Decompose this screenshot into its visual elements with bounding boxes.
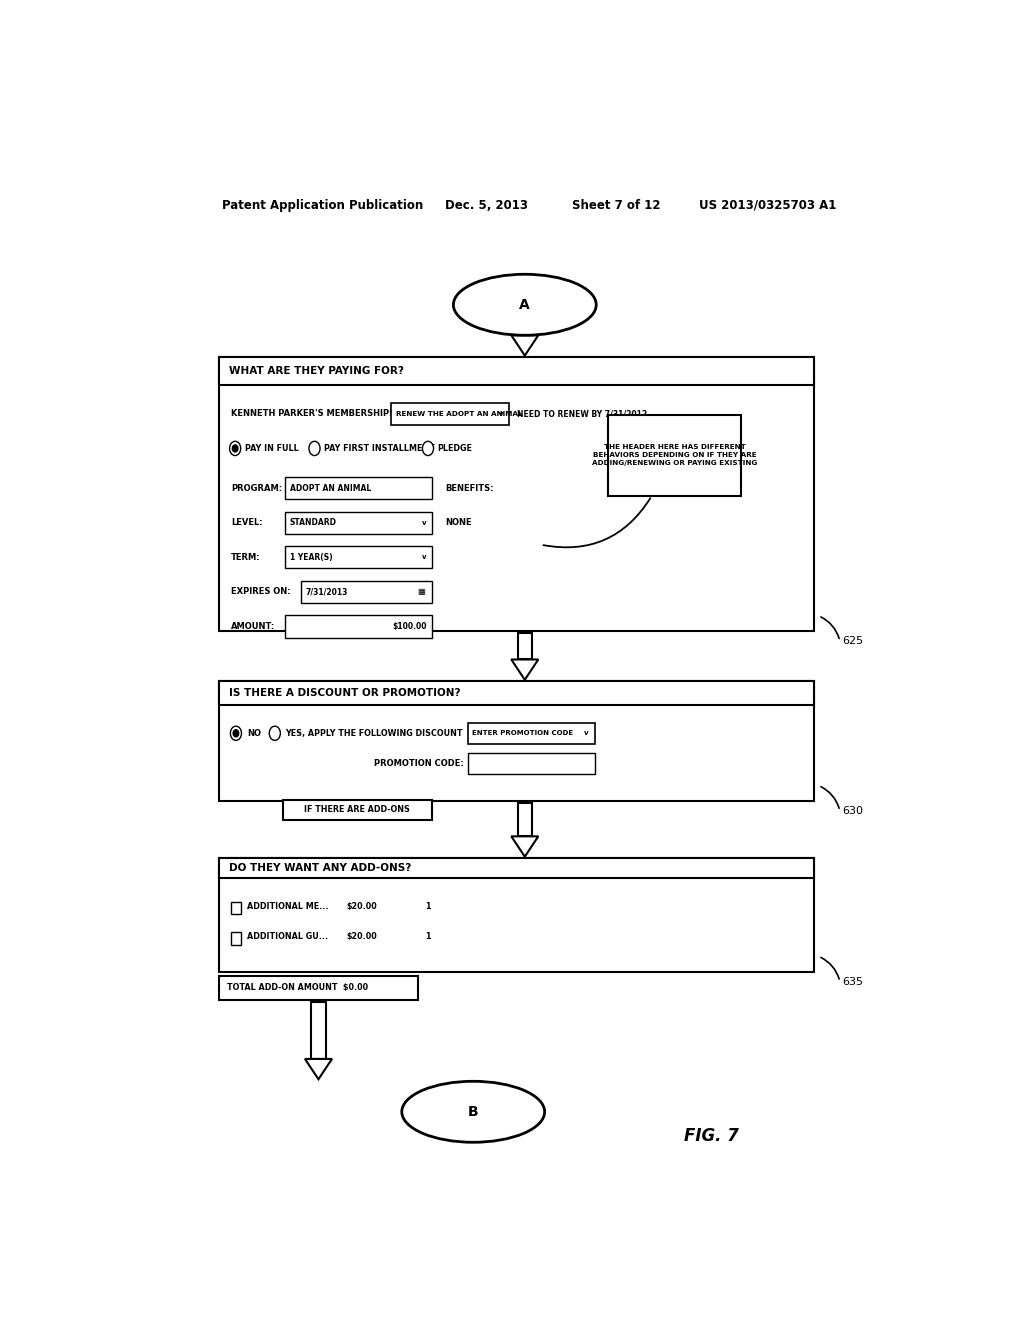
Circle shape	[230, 726, 242, 741]
Text: THE HEADER HERE HAS DIFFERENT
BEHAVIORS DEPENDING ON IF THEY ARE
ADDING/RENEWING: THE HEADER HERE HAS DIFFERENT BEHAVIORS …	[592, 445, 758, 466]
Text: NO: NO	[247, 729, 261, 738]
Bar	[391, 403, 509, 425]
Bar	[283, 800, 432, 820]
Text: $100.00: $100.00	[392, 622, 427, 631]
Text: B: B	[468, 1105, 478, 1119]
Text: $20.00: $20.00	[346, 902, 377, 911]
Text: PLEDGE: PLEDGE	[437, 444, 472, 453]
Text: EXPIRES ON:: EXPIRES ON:	[231, 587, 291, 597]
Polygon shape	[305, 1059, 332, 1080]
Bar	[285, 615, 432, 638]
Circle shape	[233, 730, 239, 737]
Bar	[311, 1002, 326, 1059]
Bar	[219, 681, 814, 705]
Ellipse shape	[401, 1081, 545, 1142]
Bar	[518, 803, 531, 837]
Text: 625: 625	[842, 636, 863, 647]
Bar	[285, 477, 432, 499]
Text: 1 YEAR(S): 1 YEAR(S)	[290, 553, 333, 562]
Text: ▦: ▦	[417, 587, 425, 597]
Circle shape	[309, 441, 321, 455]
Text: ADDITIONAL GU...: ADDITIONAL GU...	[247, 932, 328, 941]
Bar	[219, 356, 814, 631]
Text: PAY IN FULL: PAY IN FULL	[245, 444, 298, 453]
Text: v: v	[499, 411, 504, 417]
Bar	[285, 546, 432, 569]
Text: 1: 1	[426, 902, 431, 911]
Circle shape	[232, 445, 238, 451]
Text: Patent Application Publication: Patent Application Publication	[221, 198, 423, 211]
Bar	[219, 858, 814, 878]
Bar	[608, 414, 741, 496]
Bar	[219, 681, 814, 801]
Text: v: v	[585, 730, 589, 737]
Bar	[219, 975, 418, 1001]
Text: ADDITIONAL ME...: ADDITIONAL ME...	[247, 902, 329, 911]
Text: $20.00: $20.00	[346, 932, 377, 941]
Circle shape	[423, 441, 433, 455]
Bar	[231, 932, 241, 945]
Text: DO THEY WANT ANY ADD-ONS?: DO THEY WANT ANY ADD-ONS?	[228, 863, 411, 873]
Text: NONE: NONE	[445, 519, 472, 527]
Text: ADOPT AN ANIMAL: ADOPT AN ANIMAL	[290, 483, 371, 492]
Circle shape	[229, 441, 241, 455]
Text: 635: 635	[842, 977, 863, 986]
Text: AMOUNT:: AMOUNT:	[231, 622, 275, 631]
Ellipse shape	[454, 275, 596, 335]
Polygon shape	[511, 335, 539, 355]
Text: ENTER PROMOTION CODE: ENTER PROMOTION CODE	[472, 730, 573, 737]
Bar	[301, 581, 432, 603]
Polygon shape	[511, 660, 539, 680]
Text: STANDARD: STANDARD	[290, 519, 337, 527]
Text: 1: 1	[426, 932, 431, 941]
Text: LEVEL:: LEVEL:	[231, 519, 263, 527]
Text: 7/31/2013: 7/31/2013	[306, 587, 348, 597]
Text: TERM:: TERM:	[231, 553, 261, 562]
Text: PAY FIRST INSTALLMENT: PAY FIRST INSTALLMENT	[324, 444, 435, 453]
Text: BENEFITS:: BENEFITS:	[445, 483, 494, 492]
Bar	[468, 722, 595, 744]
Bar	[219, 858, 814, 972]
Text: NEED TO RENEW BY 7/31/2012: NEED TO RENEW BY 7/31/2012	[517, 409, 647, 418]
Bar	[518, 634, 531, 660]
Text: US 2013/0325703 A1: US 2013/0325703 A1	[699, 198, 837, 211]
Polygon shape	[511, 837, 539, 857]
Text: RENEW THE ADOPT AN ANIMAL: RENEW THE ADOPT AN ANIMAL	[396, 411, 522, 417]
Text: PROMOTION CODE:: PROMOTION CODE:	[374, 759, 464, 768]
Text: IS THERE A DISCOUNT OR PROMOTION?: IS THERE A DISCOUNT OR PROMOTION?	[228, 688, 460, 698]
Text: 630: 630	[842, 807, 863, 816]
Text: A: A	[519, 298, 530, 312]
Bar	[231, 902, 241, 915]
Bar	[285, 512, 432, 533]
Bar	[518, 335, 531, 338]
Text: Sheet 7 of 12: Sheet 7 of 12	[572, 198, 660, 211]
Text: IF THERE ARE ADD-ONS: IF THERE ARE ADD-ONS	[304, 805, 411, 814]
Text: v: v	[422, 520, 426, 525]
Text: PROGRAM:: PROGRAM:	[231, 483, 283, 492]
Text: YES, APPLY THE FOLLOWING DISCOUNT: YES, APPLY THE FOLLOWING DISCOUNT	[285, 729, 463, 738]
Text: v: v	[422, 554, 426, 560]
Text: TOTAL ADD-ON AMOUNT  $0.00: TOTAL ADD-ON AMOUNT $0.00	[227, 983, 369, 993]
Text: WHAT ARE THEY PAYING FOR?: WHAT ARE THEY PAYING FOR?	[228, 366, 403, 376]
Text: Dec. 5, 2013: Dec. 5, 2013	[445, 198, 528, 211]
Bar	[468, 754, 595, 775]
Bar	[219, 356, 814, 385]
Text: FIG. 7: FIG. 7	[684, 1127, 738, 1146]
Circle shape	[269, 726, 281, 741]
Text: KENNETH PARKER'S MEMBERSHIPS:: KENNETH PARKER'S MEMBERSHIPS:	[231, 409, 398, 418]
